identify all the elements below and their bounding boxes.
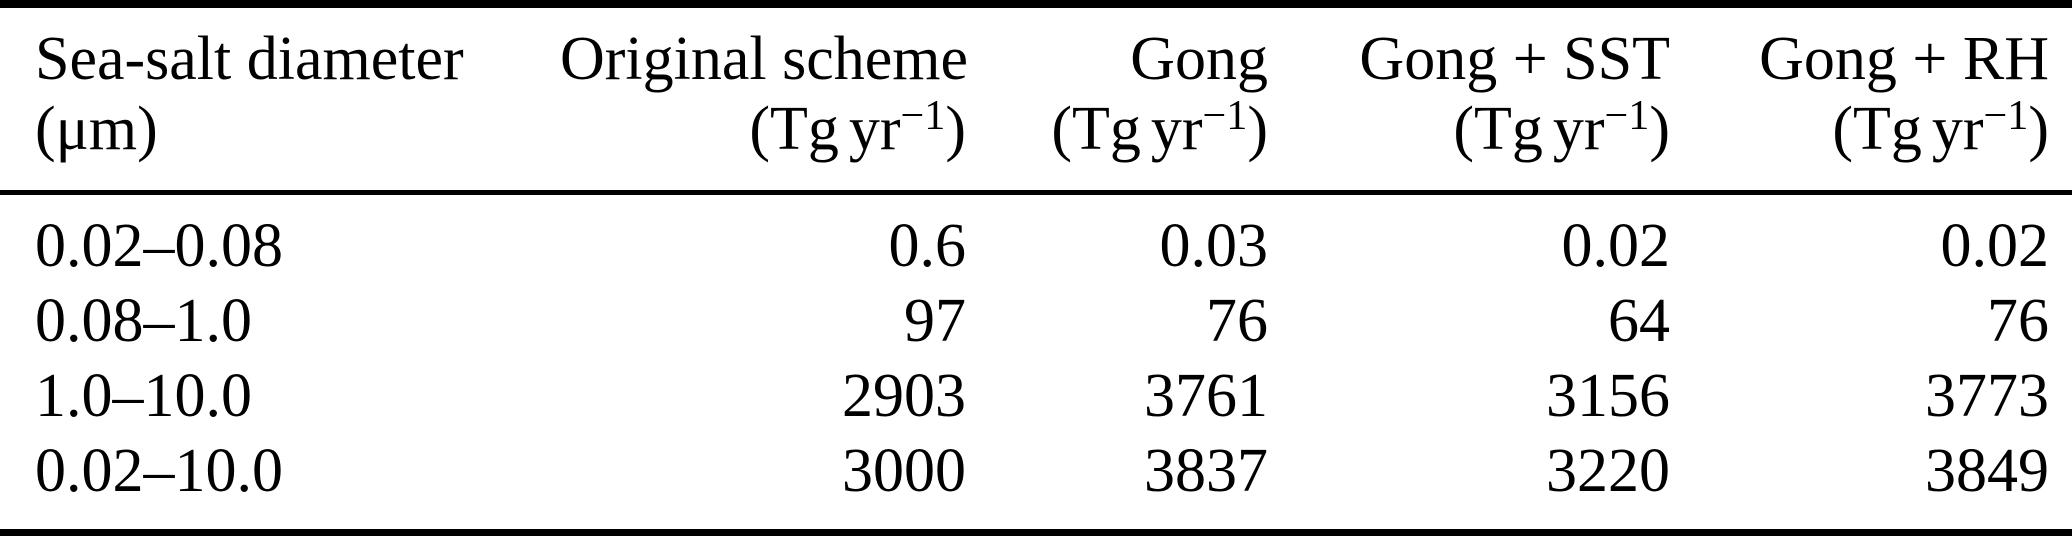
table-body: 0.02–0.08 0.6 0.03 0.02 0.02 0.08–1.0 97… (0, 193, 2072, 533)
cell-gong: 3761 (1144, 362, 1268, 430)
col-header-gong-rh-unit: (Tg yr−1) (1832, 91, 2049, 163)
col-header-gong: Gong (Tg yr−1) (966, 4, 1268, 193)
col-header-gong-rh-name: Gong + RH (1759, 25, 2049, 93)
cell-gong-sst: 0.02 (1561, 212, 1671, 280)
header-row: Sea-salt diameter (μm) Original scheme (… (0, 4, 2072, 193)
table-row: 0.02–10.0 3000 3837 3220 3849 (0, 434, 2072, 533)
cell-diameter: 0.08–1.0 (35, 287, 252, 355)
cell-gong-sst: 64 (1608, 287, 1670, 355)
col-header-original-scheme-name: Original scheme (560, 25, 969, 93)
col-header-gong-unit: (Tg yr−1) (1051, 91, 1268, 163)
cell-diameter: 0.02–0.08 (35, 212, 283, 280)
col-header-gong-sst-name: Gong + SST (1359, 25, 1670, 93)
cell-original-scheme: 0.6 (888, 212, 967, 280)
cell-gong: 0.03 (1159, 212, 1269, 280)
col-header-original-scheme-unit: (Tg yr−1) (749, 91, 966, 163)
cell-gong-rh: 3849 (1925, 437, 2049, 505)
cell-gong: 3837 (1144, 437, 1268, 505)
col-header-diameter-unit: (μm) (35, 95, 158, 163)
col-header-original-scheme: Original scheme (Tg yr−1) (560, 4, 969, 193)
cell-diameter: 0.02–10.0 (35, 437, 283, 505)
cell-original-scheme: 3000 (842, 437, 966, 505)
cell-gong: 76 (1206, 287, 1268, 355)
table-row: 1.0–10.0 2903 3761 3156 3773 (0, 359, 2072, 434)
cell-gong-rh: 76 (1987, 287, 2049, 355)
cell-original-scheme: 2903 (842, 362, 966, 430)
cell-gong-sst: 3220 (1546, 437, 1670, 505)
col-header-gong-name: Gong (1130, 25, 1268, 93)
col-header-gong-sst-unit: (Tg yr−1) (1453, 91, 1670, 163)
table-row: 0.08–1.0 97 76 64 76 (0, 284, 2072, 359)
cell-gong-sst: 3156 (1546, 362, 1670, 430)
col-header-diameter-name: Sea-salt diameter (35, 25, 464, 93)
col-header-gong-rh: Gong + RH (Tg yr−1) (1670, 4, 2072, 193)
cell-diameter: 1.0–10.0 (35, 362, 252, 430)
col-header-diameter: Sea-salt diameter (μm) (0, 4, 560, 193)
table-row: 0.02–0.08 0.6 0.03 0.02 0.02 (0, 193, 2072, 285)
cell-gong-rh: 0.02 (1940, 212, 2050, 280)
col-header-gong-sst: Gong + SST (Tg yr−1) (1268, 4, 1670, 193)
table-header: Sea-salt diameter (μm) Original scheme (… (0, 4, 2072, 193)
cell-gong-rh: 3773 (1925, 362, 2049, 430)
cell-original-scheme: 97 (904, 287, 966, 355)
